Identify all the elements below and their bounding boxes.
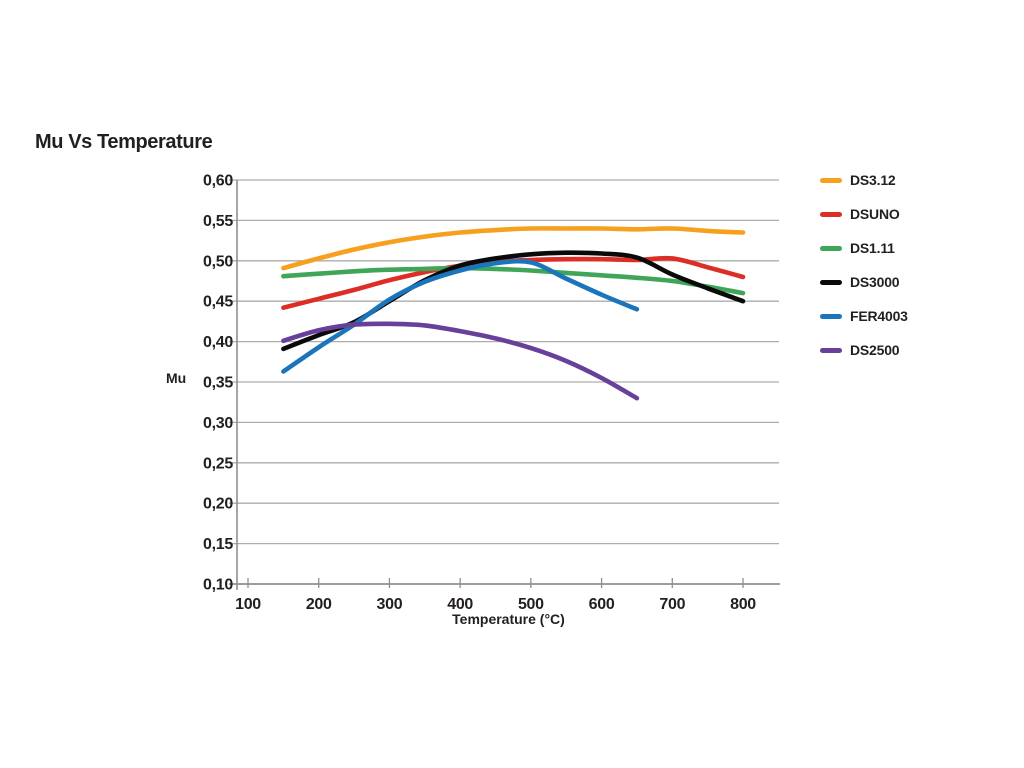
x-tick-label-200: 200 xyxy=(306,596,332,613)
series-line-DS2500 xyxy=(281,321,640,401)
legend-label-DS3.12: DS3.12 xyxy=(850,172,896,188)
y-tick-label-0,40: 0,40 xyxy=(203,334,233,351)
legend-swatch-icon-DS1.11 xyxy=(820,246,842,251)
legend-label-DSUNO: DSUNO xyxy=(850,206,900,222)
y-tick-label-0,45: 0,45 xyxy=(203,294,233,311)
x-tick-label-700: 700 xyxy=(659,596,685,613)
x-tick-label-100: 100 xyxy=(235,596,261,613)
x-tick-label-500: 500 xyxy=(518,596,544,613)
legend: DS3.12 DSUNO DS1.11 DS3000 FER4003 DS2500 xyxy=(820,170,908,361)
y-axis-title: Mu xyxy=(166,370,187,386)
legend-swatch-icon-DSUNO xyxy=(820,212,842,217)
legend-label-FER4003: FER4003 xyxy=(850,308,908,324)
y-tick-label-0,15: 0,15 xyxy=(203,536,233,553)
legend-swatch-icon-DS2500 xyxy=(820,348,842,353)
chart-title: Mu Vs Temperature xyxy=(35,131,213,153)
y-tick-label-0,60: 0,60 xyxy=(203,173,233,190)
legend-label-DS2500: DS2500 xyxy=(850,342,900,358)
legend-swatch-icon-FER4003 xyxy=(820,314,842,319)
series-line-DS3.12 xyxy=(281,226,746,271)
x-tick-label-300: 300 xyxy=(377,596,403,613)
y-tick-label-0,20: 0,20 xyxy=(203,496,233,513)
x-tick-label-800: 800 xyxy=(730,596,756,613)
legend-item-DS3000: DS3000 xyxy=(820,272,908,293)
series-line-DS1.11 xyxy=(281,265,746,296)
x-tick-label-600: 600 xyxy=(589,596,615,613)
legend-swatch-icon-DS3.12 xyxy=(820,178,842,183)
y-tick-label-0,55: 0,55 xyxy=(203,213,233,230)
legend-label-DS1.11: DS1.11 xyxy=(850,240,895,256)
legend-item-DSUNO: DSUNO xyxy=(820,204,908,225)
y-tick-label-0,50: 0,50 xyxy=(203,253,233,270)
legend-label-DS3000: DS3000 xyxy=(850,274,900,290)
y-tick-label-0,35: 0,35 xyxy=(203,375,233,392)
y-tick-label-0,30: 0,30 xyxy=(203,415,233,432)
y-tick-label-0,10: 0,10 xyxy=(203,577,233,594)
legend-item-FER4003: FER4003 xyxy=(820,306,908,327)
legend-item-DS1.11: DS1.11 xyxy=(820,238,908,259)
legend-item-DS2500: DS2500 xyxy=(820,340,908,361)
series-line-FER4003 xyxy=(281,258,640,374)
legend-item-DS3.12: DS3.12 xyxy=(820,170,908,191)
legend-swatch-icon-DS3000 xyxy=(820,280,842,285)
x-axis-title: Temperature (°C) xyxy=(452,611,565,627)
x-tick-label-400: 400 xyxy=(447,596,473,613)
y-tick-label-0,25: 0,25 xyxy=(203,455,233,472)
